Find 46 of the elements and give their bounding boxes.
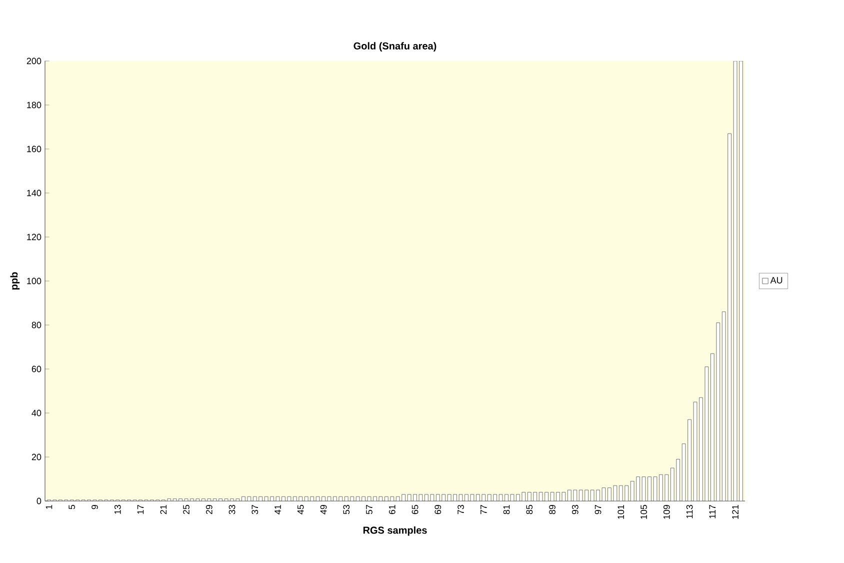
y-tick-label: 60 — [32, 366, 42, 372]
x-tick-label: 85 — [526, 504, 533, 514]
x-tick-label: 73 — [458, 504, 464, 514]
y-tick-label: 120 — [27, 234, 42, 240]
y-tick-label: 20 — [32, 454, 42, 460]
x-tick-label: 29 — [206, 504, 212, 514]
y-tick-label: 80 — [32, 322, 42, 328]
x-tick-label: 25 — [183, 504, 190, 514]
x-tick-label: 53 — [343, 504, 350, 514]
x-tick-label: 69 — [434, 504, 442, 514]
x-tick-label: 121 — [732, 504, 738, 519]
x-tick-label: 105 — [640, 504, 647, 519]
x-tick-label: 113 — [686, 504, 693, 518]
x-tick-label: 57 — [366, 504, 372, 514]
x-tick-label: 9 — [92, 504, 98, 510]
x-tick-label: 41 — [274, 504, 281, 514]
x-tick-label: 49 — [320, 504, 327, 514]
x-tick-label: 77 — [480, 504, 487, 514]
x-tick-label: 117 — [709, 504, 716, 518]
chart-title: Gold (Snafu area) — [354, 42, 436, 52]
x-tick-label: 61 — [388, 504, 396, 514]
y-tick-label: 0 — [36, 498, 42, 504]
y-tick-label: 40 — [32, 410, 42, 416]
y-tick-label: 180 — [27, 102, 42, 108]
x-tick-label: 17 — [137, 504, 144, 514]
y-tick-label: 200 — [26, 58, 42, 64]
x-tick-label: 21 — [160, 504, 167, 514]
x-tick-label: 65 — [412, 504, 418, 514]
x-tick-label: 93 — [572, 504, 578, 514]
y-tick-label: 160 — [27, 146, 42, 152]
x-tick-label: 97 — [594, 504, 602, 514]
x-tick-label: 37 — [252, 504, 258, 514]
x-tick-label: 81 — [503, 504, 510, 514]
x-tick-label: 45 — [297, 504, 304, 514]
x-tick-label: 33 — [228, 504, 236, 514]
x-tick-label: 101 — [618, 504, 624, 519]
y-tick-label: 140 — [27, 190, 42, 196]
x-tick-label: 5 — [68, 504, 76, 510]
x-tick-label: 109 — [663, 504, 670, 519]
y-axis-title: ppb — [10, 272, 20, 290]
x-tick-label: 13 — [114, 504, 121, 514]
y-tick-label: 100 — [27, 278, 42, 284]
legend-label: AU — [770, 277, 782, 284]
x-tick-label: 89 — [549, 504, 556, 514]
x-axis-title: RGS samples — [363, 526, 427, 536]
x-tick-label: 1 — [46, 504, 52, 509]
